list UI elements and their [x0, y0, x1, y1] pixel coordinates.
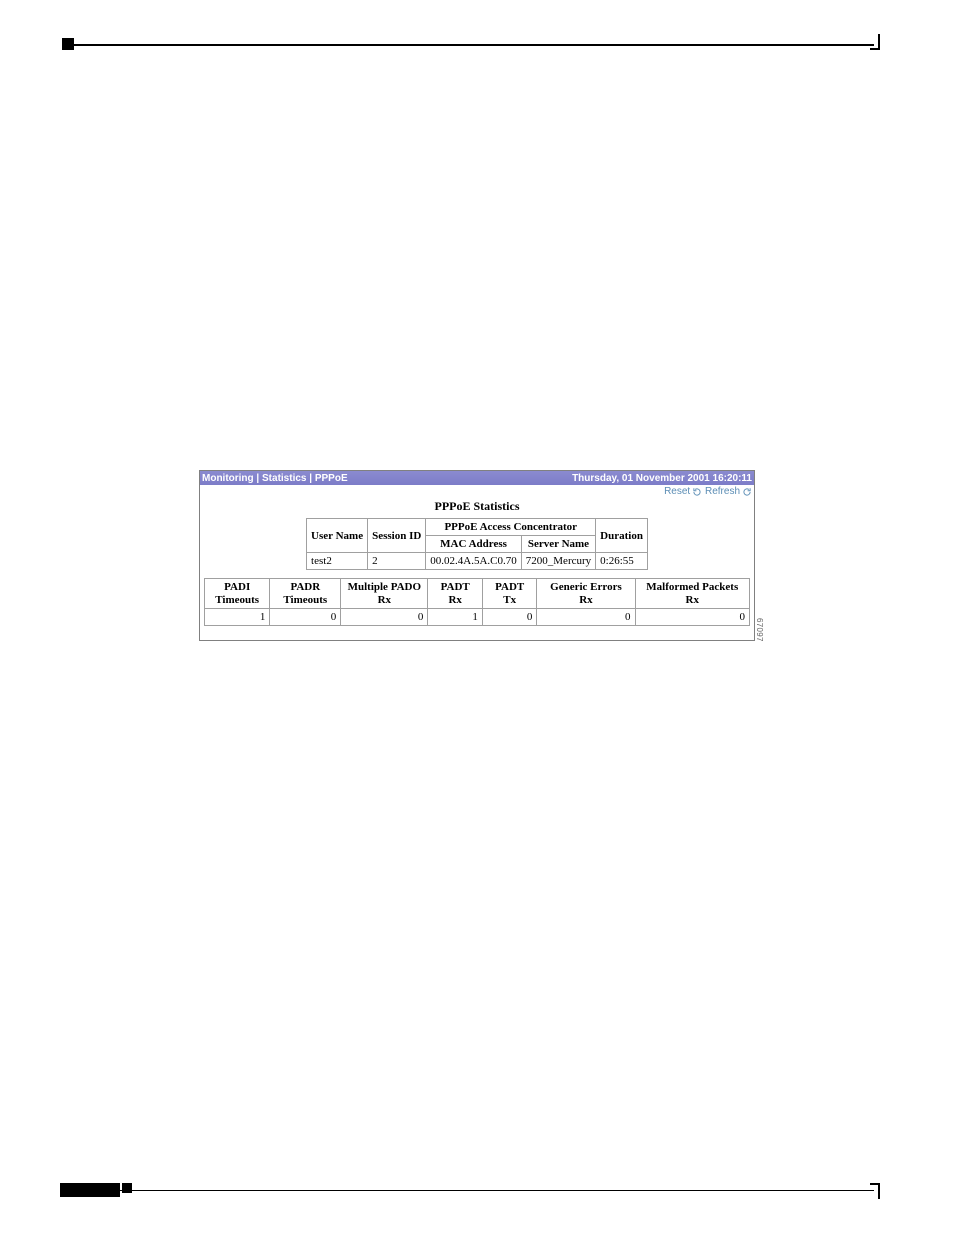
top-crop-mark	[62, 38, 874, 52]
refresh-label: Refresh	[705, 486, 740, 497]
table-row: PADITimeouts PADRTimeouts Multiple PADOR…	[205, 579, 750, 609]
table-row: User Name Session ID PPPoE Access Concen…	[307, 519, 648, 536]
figure-header: Monitoring | Statistics | PPPoE Thursday…	[200, 471, 754, 485]
table-row: 1 0 0 1 0 0 0	[205, 609, 750, 626]
col-duration: Duration	[596, 519, 648, 553]
hdr-generic-errors: Generic ErrorsRx	[537, 579, 635, 609]
refresh-link[interactable]: Refresh	[705, 486, 752, 497]
hdr-padr: PADRTimeouts	[270, 579, 341, 609]
col-mac-address: MAC Address	[426, 536, 521, 553]
refresh-icon	[742, 487, 752, 497]
header-timestamp: Thursday, 01 November 2001 16:20:11	[572, 473, 752, 484]
col-user-name: User Name	[307, 519, 368, 553]
val-multiple-pado: 0	[341, 609, 428, 626]
cell-server-name: 7200_Mercury	[521, 553, 595, 570]
cell-session-id: 2	[368, 553, 426, 570]
val-generic-errors: 0	[537, 609, 635, 626]
cell-mac-address: 00.02.4A.5A.C0.70	[426, 553, 521, 570]
hdr-padt-rx: PADTRx	[428, 579, 483, 609]
hdr-malformed: Malformed PacketsRx	[635, 579, 749, 609]
stats-table: PADITimeouts PADRTimeouts Multiple PADOR…	[204, 578, 750, 626]
val-padi: 1	[205, 609, 270, 626]
session-table-wrap: User Name Session ID PPPoE Access Concen…	[200, 518, 754, 570]
figure-id: 67097	[755, 618, 764, 642]
val-padt-rx: 1	[428, 609, 483, 626]
reset-label: Reset	[664, 486, 690, 497]
hdr-padt-tx: PADTTx	[482, 579, 537, 609]
col-session-id: Session ID	[368, 519, 426, 553]
figure-toolbar: Reset Refresh	[200, 485, 754, 497]
val-padt-tx: 0	[482, 609, 537, 626]
session-table: User Name Session ID PPPoE Access Concen…	[306, 518, 648, 570]
cell-duration: 0:26:55	[596, 553, 648, 570]
figure-title: PPPoE Statistics	[200, 499, 754, 514]
hdr-padi: PADITimeouts	[205, 579, 270, 609]
reset-icon	[692, 487, 702, 497]
pppoe-statistics-figure: 67097 Monitoring | Statistics | PPPoE Th…	[199, 470, 755, 641]
table-row: test2 2 00.02.4A.5A.C0.70 7200_Mercury 0…	[307, 553, 648, 570]
bottom-crop-mark	[62, 1181, 874, 1197]
cell-user-name: test2	[307, 553, 368, 570]
breadcrumb: Monitoring | Statistics | PPPoE	[202, 473, 348, 484]
col-group-access-concentrator: PPPoE Access Concentrator	[426, 519, 596, 536]
page: 67097 Monitoring | Statistics | PPPoE Th…	[0, 0, 954, 1235]
hdr-multiple-pado: Multiple PADORx	[341, 579, 428, 609]
col-server-name: Server Name	[521, 536, 595, 553]
stats-table-wrap: PADITimeouts PADRTimeouts Multiple PADOR…	[200, 578, 754, 640]
reset-link[interactable]: Reset	[664, 486, 702, 497]
val-padr: 0	[270, 609, 341, 626]
val-malformed: 0	[635, 609, 749, 626]
